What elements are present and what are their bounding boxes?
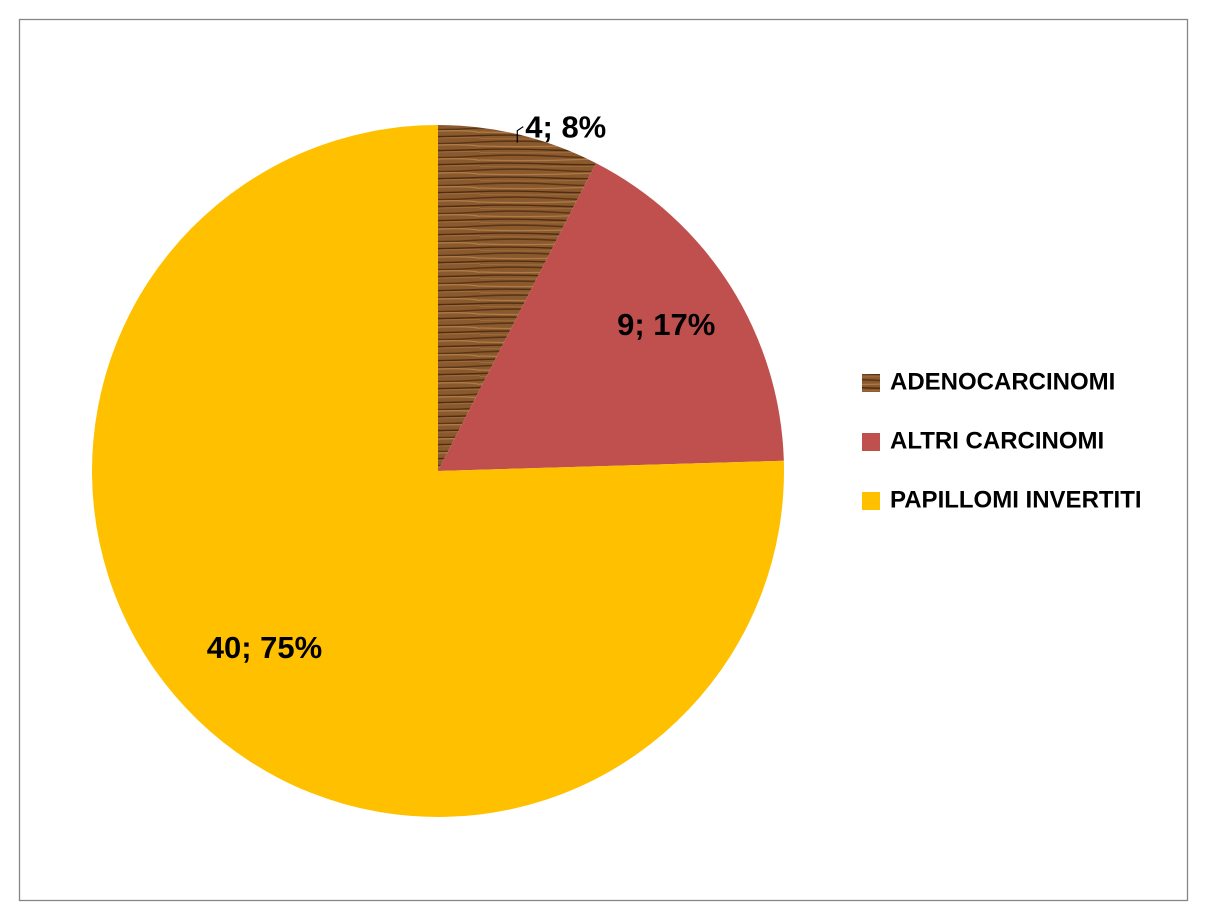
leader-line-adenocarcinomi	[516, 126, 524, 143]
legend: ADENOCARCINOMI ALTRI CARCINOMI PAPILLOMI I…	[862, 368, 1142, 513]
pie-slices	[91, 125, 784, 817]
legend-swatch-adenocarcinomi	[862, 374, 880, 392]
data-label-papillomi-invertiti: 40; 75%	[207, 630, 322, 665]
legend-swatch-papillomi-invertiti	[862, 492, 880, 510]
data-label-altri-carcinomi: 9; 17%	[617, 307, 715, 342]
legend-label-altri-carcinomi: ALTRI CARCINOMI	[890, 427, 1104, 454]
legend-swatch-altri-carcinomi	[862, 433, 880, 451]
data-label-adenocarcinomi: 4; 8%	[525, 110, 606, 145]
data-labels: 4; 8% 9; 17% 40; 75%	[207, 110, 716, 665]
slice-adenocarcinomi	[438, 125, 596, 471]
slice-altri-carcinomi	[438, 163, 784, 471]
legend-label-papillomi-invertiti: PAPILLOMI INVERTITI	[890, 486, 1142, 513]
slice-papillomi-invertiti	[91, 125, 784, 817]
legend-label-adenocarcinomi: ADENOCARCINOMI	[890, 368, 1115, 395]
